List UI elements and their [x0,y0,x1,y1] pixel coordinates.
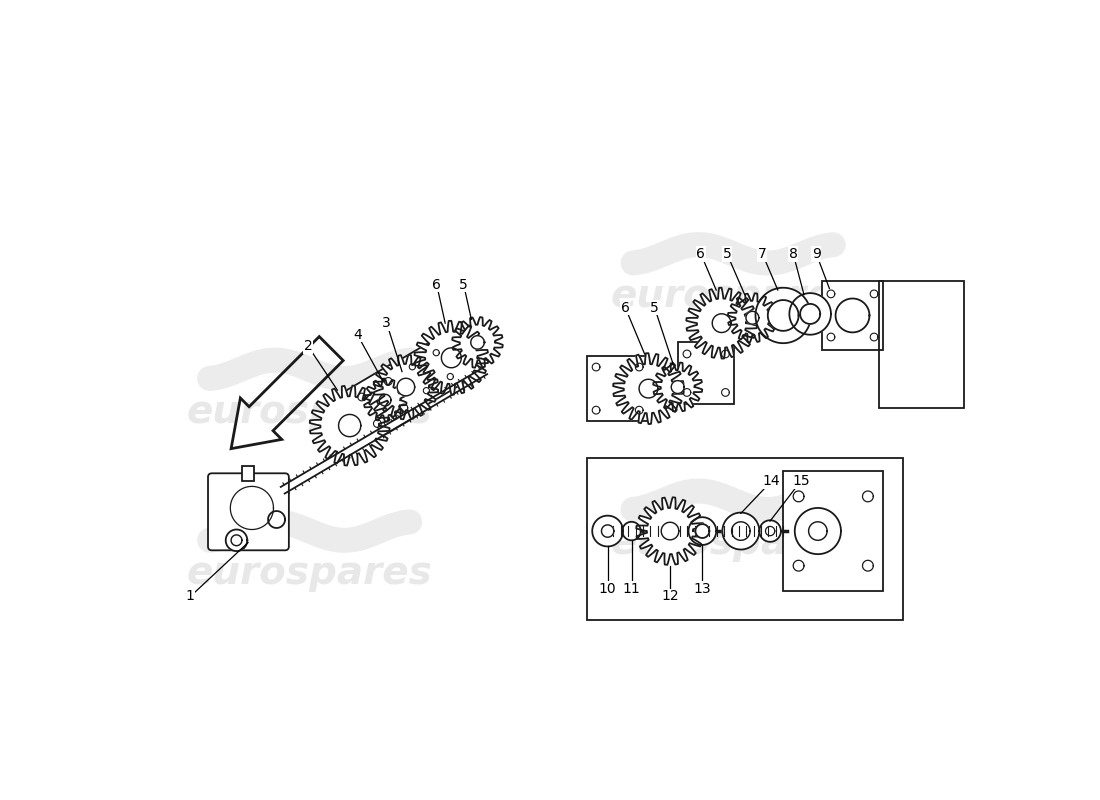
Polygon shape [836,298,869,332]
Polygon shape [686,288,757,358]
Text: 1: 1 [186,590,195,603]
Polygon shape [636,498,704,565]
Polygon shape [768,300,799,331]
Polygon shape [636,406,644,414]
Text: 15: 15 [792,474,810,488]
Polygon shape [728,294,777,342]
Polygon shape [623,522,640,540]
Polygon shape [746,311,759,324]
Polygon shape [795,508,842,554]
Text: eurospares: eurospares [187,554,432,592]
Polygon shape [689,517,716,545]
Text: 7: 7 [758,247,767,261]
Polygon shape [471,336,484,349]
Text: 14: 14 [762,474,781,488]
Polygon shape [592,406,600,414]
Polygon shape [822,281,883,350]
Text: eurospares: eurospares [610,524,856,562]
Polygon shape [452,317,503,368]
Polygon shape [679,342,734,404]
Polygon shape [379,394,390,406]
Polygon shape [653,362,702,411]
Polygon shape [695,524,710,538]
Polygon shape [364,378,407,422]
Bar [587,458,902,620]
Polygon shape [310,386,389,466]
Polygon shape [661,522,679,540]
Polygon shape [862,560,873,571]
Polygon shape [793,491,804,502]
Polygon shape [800,304,821,324]
FancyBboxPatch shape [208,474,289,550]
Polygon shape [870,290,878,298]
Polygon shape [683,350,691,358]
Text: 6: 6 [432,278,441,292]
Polygon shape [397,378,415,396]
Polygon shape [231,535,242,546]
Polygon shape [448,374,453,380]
Polygon shape [441,348,461,368]
Polygon shape [374,420,382,427]
Polygon shape [398,338,464,406]
Polygon shape [793,560,804,571]
Text: 12: 12 [661,590,679,603]
Polygon shape [827,290,835,298]
Polygon shape [756,288,811,343]
Polygon shape [587,356,649,422]
Text: 9: 9 [812,247,821,261]
Polygon shape [374,355,438,419]
Polygon shape [358,393,365,401]
Polygon shape [722,389,729,396]
Polygon shape [808,522,827,540]
Polygon shape [592,363,600,371]
Bar [242,466,254,481]
Polygon shape [424,387,429,394]
Text: 8: 8 [789,247,797,261]
Text: 6: 6 [696,247,705,261]
Polygon shape [636,363,644,371]
Polygon shape [870,333,878,341]
Polygon shape [268,511,285,528]
Text: 11: 11 [623,582,640,596]
Polygon shape [723,513,759,550]
Polygon shape [384,378,392,386]
Polygon shape [766,526,774,536]
Polygon shape [827,333,835,341]
Polygon shape [602,525,614,538]
Text: eurospares: eurospares [610,278,856,315]
Polygon shape [683,389,691,396]
Polygon shape [230,486,274,530]
Bar [880,281,964,408]
Text: 3: 3 [383,316,390,330]
Text: 6: 6 [620,301,630,314]
Text: eurospares: eurospares [187,393,432,430]
Text: 13: 13 [693,582,712,596]
Text: 10: 10 [598,582,616,596]
Polygon shape [345,364,420,441]
Polygon shape [400,404,408,412]
Polygon shape [671,381,684,394]
Polygon shape [862,491,873,502]
Text: 5: 5 [650,301,659,314]
Polygon shape [339,414,361,437]
Polygon shape [639,379,658,398]
Polygon shape [713,314,732,333]
Polygon shape [415,321,488,394]
Text: 4: 4 [353,328,362,342]
Text: 2: 2 [304,339,312,354]
Polygon shape [226,530,248,551]
Polygon shape [592,516,623,546]
Polygon shape [759,520,781,542]
Polygon shape [790,293,830,334]
Text: 5: 5 [460,278,467,292]
Text: 5: 5 [723,247,732,261]
Polygon shape [732,522,750,540]
Polygon shape [433,350,439,356]
Polygon shape [722,350,729,358]
Polygon shape [409,364,416,370]
Polygon shape [613,353,684,424]
Polygon shape [783,471,883,590]
